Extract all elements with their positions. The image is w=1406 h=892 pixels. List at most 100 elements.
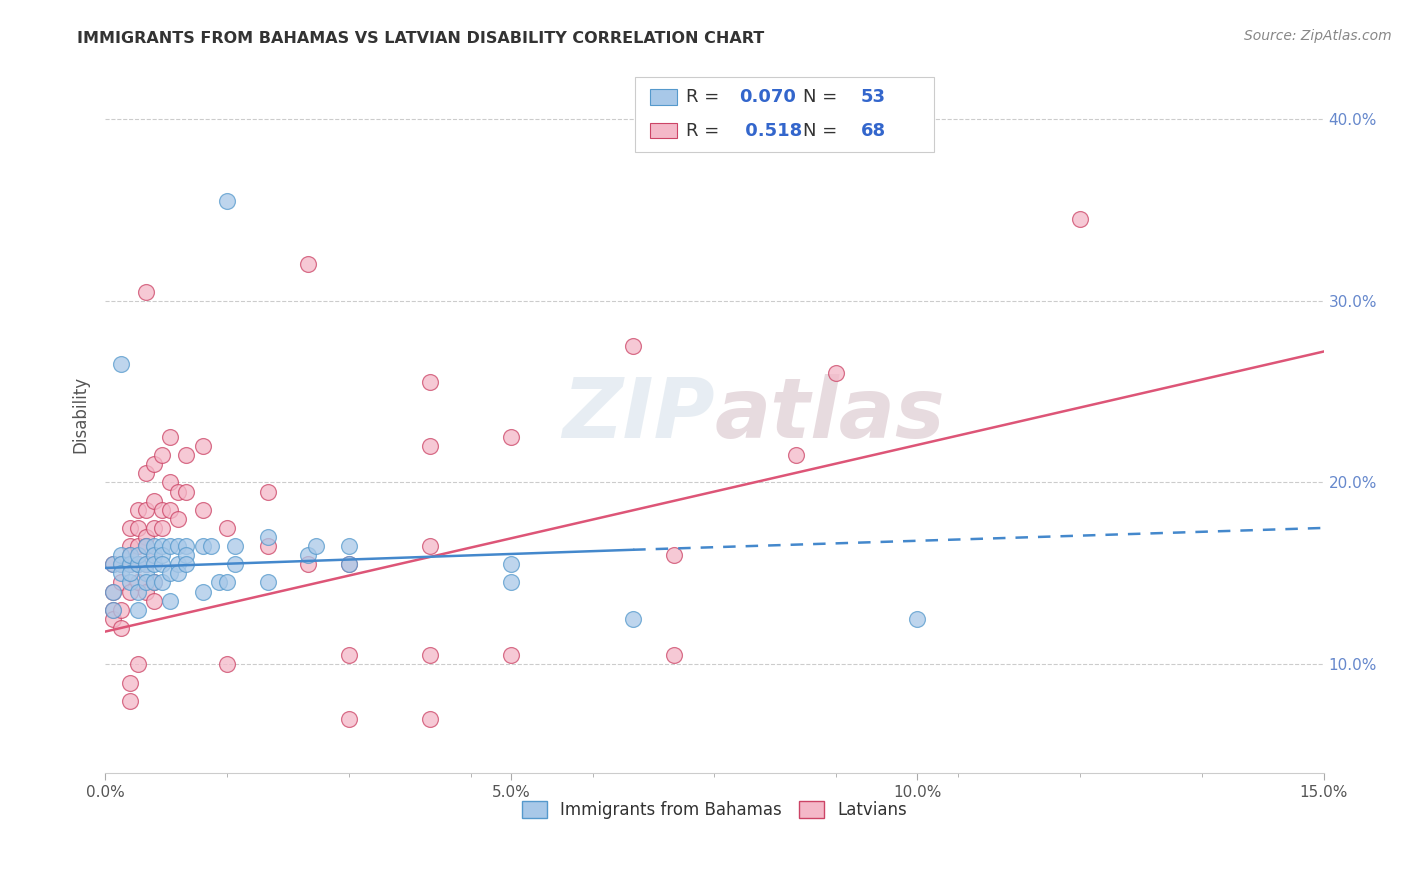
Text: R =: R = bbox=[686, 87, 725, 106]
Point bbox=[337, 558, 360, 572]
Point bbox=[256, 539, 278, 553]
Point bbox=[167, 484, 190, 499]
Point bbox=[224, 539, 246, 553]
Point bbox=[118, 575, 141, 590]
Point bbox=[621, 612, 644, 626]
Point bbox=[135, 502, 157, 516]
Point bbox=[127, 558, 149, 572]
Point bbox=[118, 548, 141, 562]
Point bbox=[127, 603, 149, 617]
Point bbox=[127, 584, 149, 599]
Point bbox=[103, 558, 125, 572]
Point bbox=[150, 502, 173, 516]
Point bbox=[297, 548, 319, 562]
Point bbox=[110, 575, 132, 590]
Point bbox=[118, 548, 141, 562]
Point bbox=[208, 575, 231, 590]
Point bbox=[419, 539, 441, 553]
Point bbox=[142, 458, 165, 472]
Point bbox=[135, 558, 157, 572]
Point bbox=[127, 539, 149, 553]
Point bbox=[907, 612, 929, 626]
Point bbox=[142, 575, 165, 590]
Text: atlas: atlas bbox=[714, 374, 945, 455]
Text: IMMIGRANTS FROM BAHAMAS VS LATVIAN DISABILITY CORRELATION CHART: IMMIGRANTS FROM BAHAMAS VS LATVIAN DISAB… bbox=[77, 31, 765, 46]
Point bbox=[110, 548, 132, 562]
Point bbox=[176, 448, 198, 462]
Point bbox=[825, 367, 848, 381]
Point bbox=[297, 257, 319, 271]
Point bbox=[135, 558, 157, 572]
Point bbox=[337, 648, 360, 663]
Point bbox=[167, 566, 190, 581]
Point bbox=[176, 539, 198, 553]
Point bbox=[135, 566, 157, 581]
Point bbox=[191, 584, 214, 599]
Point bbox=[103, 584, 125, 599]
Point bbox=[118, 584, 141, 599]
Point bbox=[159, 593, 181, 607]
Point bbox=[110, 603, 132, 617]
Point bbox=[127, 558, 149, 572]
Point bbox=[501, 430, 523, 444]
Point bbox=[419, 648, 441, 663]
Point bbox=[103, 603, 125, 617]
Text: R =: R = bbox=[686, 121, 725, 139]
Point bbox=[150, 558, 173, 572]
Point bbox=[501, 648, 523, 663]
Point bbox=[191, 539, 214, 553]
Point bbox=[135, 575, 157, 590]
Point bbox=[142, 558, 165, 572]
Point bbox=[127, 657, 149, 672]
Text: N =: N = bbox=[803, 121, 844, 139]
Point bbox=[118, 521, 141, 535]
Point bbox=[142, 593, 165, 607]
Legend: Immigrants from Bahamas, Latvians: Immigrants from Bahamas, Latvians bbox=[516, 795, 914, 826]
Point bbox=[142, 521, 165, 535]
Text: ZIP: ZIP bbox=[562, 374, 714, 455]
Point bbox=[135, 539, 157, 553]
Point bbox=[419, 376, 441, 390]
Point bbox=[176, 548, 198, 562]
Point bbox=[110, 558, 132, 572]
Text: 68: 68 bbox=[860, 121, 886, 139]
Point bbox=[1069, 211, 1091, 226]
Point bbox=[305, 539, 328, 553]
Point bbox=[176, 558, 198, 572]
Point bbox=[118, 539, 141, 553]
Point bbox=[142, 575, 165, 590]
Point bbox=[110, 357, 132, 371]
Point bbox=[419, 712, 441, 726]
Text: N =: N = bbox=[803, 87, 844, 106]
Point bbox=[135, 584, 157, 599]
Point bbox=[501, 575, 523, 590]
Point bbox=[224, 558, 246, 572]
Point bbox=[167, 558, 190, 572]
Point bbox=[150, 448, 173, 462]
Point bbox=[142, 548, 165, 562]
Text: Source: ZipAtlas.com: Source: ZipAtlas.com bbox=[1244, 29, 1392, 43]
Point bbox=[662, 548, 685, 562]
Point bbox=[127, 502, 149, 516]
Point bbox=[159, 539, 181, 553]
Point bbox=[103, 558, 125, 572]
Point bbox=[337, 558, 360, 572]
Point bbox=[256, 530, 278, 544]
Point bbox=[118, 558, 141, 572]
Point bbox=[103, 612, 125, 626]
Point bbox=[135, 467, 157, 481]
Point bbox=[127, 575, 149, 590]
Point bbox=[142, 539, 165, 553]
Point bbox=[103, 603, 125, 617]
Point bbox=[118, 675, 141, 690]
Point bbox=[118, 694, 141, 708]
Text: 0.518: 0.518 bbox=[738, 121, 801, 139]
Point bbox=[110, 566, 132, 581]
Point bbox=[135, 539, 157, 553]
Point bbox=[256, 484, 278, 499]
Point bbox=[191, 502, 214, 516]
Text: 0.070: 0.070 bbox=[738, 87, 796, 106]
Point bbox=[167, 539, 190, 553]
Point bbox=[159, 502, 181, 516]
Point bbox=[142, 548, 165, 562]
